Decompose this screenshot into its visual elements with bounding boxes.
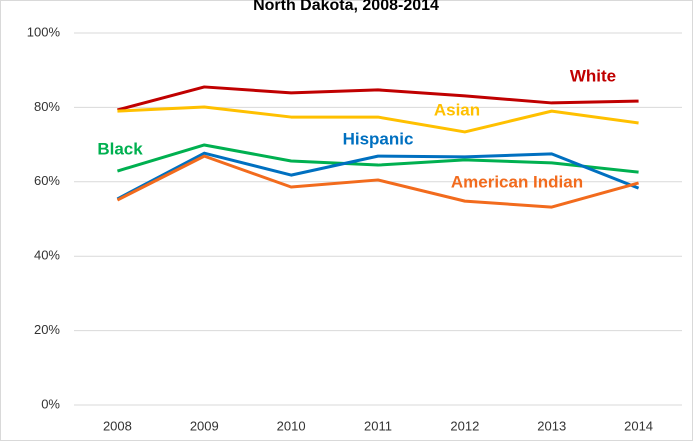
x-tick-label: 2013 bbox=[537, 418, 566, 433]
series-label: White bbox=[570, 66, 616, 85]
series-label: American Indian bbox=[451, 172, 583, 191]
y-tick-label: 80% bbox=[34, 99, 60, 114]
y-tick-label: 0% bbox=[41, 396, 60, 411]
y-tick-label: 40% bbox=[34, 248, 60, 263]
series-label: Black bbox=[97, 139, 143, 158]
x-tick-label: 2014 bbox=[624, 418, 653, 433]
series-line bbox=[116, 143, 639, 174]
series-line bbox=[117, 85, 639, 112]
series-label: Asian bbox=[434, 100, 480, 119]
y-tick-label: 100% bbox=[27, 24, 61, 39]
series-line bbox=[116, 154, 639, 209]
y-tick-label: 60% bbox=[34, 173, 60, 188]
series-line bbox=[116, 151, 640, 201]
x-tick-label: 2012 bbox=[450, 418, 479, 433]
x-tick-label: 2009 bbox=[190, 418, 219, 433]
series-label: Hispanic bbox=[343, 129, 414, 148]
x-tick-label: 2010 bbox=[277, 418, 306, 433]
series-line bbox=[117, 105, 639, 134]
x-tick-label: 2008 bbox=[103, 418, 132, 433]
chart-title: North Dakota, 2008-2014 bbox=[253, 0, 439, 14]
x-tick-label: 2011 bbox=[364, 418, 392, 433]
y-tick-label: 20% bbox=[34, 322, 60, 337]
